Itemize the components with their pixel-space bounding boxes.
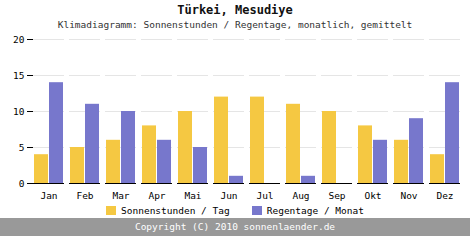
html-text:Klimadiagramm: Sonnenstunden /: Klimadiagramm: Sonnenstunden / Regentage… (57, 19, 413, 30)
svg-text:Dez: Dez (436, 190, 453, 201)
html-text:Copyright (C) 2010 sonnenlaend: Copyright (C) 2010 sonnenlaender.de (134, 221, 336, 232)
svg-text:Aug: Aug (292, 190, 309, 201)
html-text:Türkei, Mesudiye: Türkei, Mesudiye (177, 3, 293, 17)
svg-text:Jan: Jan (40, 190, 57, 201)
svg-text:Mai: Mai (184, 190, 201, 201)
svg-text:Sep: Sep (328, 190, 345, 201)
svg-text:Okt: Okt (364, 190, 381, 201)
svg-text:5: 5 (19, 142, 25, 153)
html-text:Sonnenstunden / Tag: Sonnenstunden / Tag (121, 204, 230, 216)
svg-text:Mar: Mar (112, 190, 129, 201)
svg-text:Nov: Nov (400, 190, 417, 201)
svg-text:Feb: Feb (76, 190, 93, 201)
svg-text:Jun: Jun (220, 190, 237, 201)
html-text:Regentage / Monat: Regentage / Monat (266, 204, 364, 216)
svg-text:15: 15 (13, 70, 24, 81)
svg-text:Jul: Jul (256, 190, 273, 201)
svg-text:Apr: Apr (148, 190, 165, 201)
svg-text:0: 0 (19, 178, 25, 189)
svg-text:10: 10 (13, 106, 25, 117)
svg-text:20: 20 (13, 34, 25, 45)
